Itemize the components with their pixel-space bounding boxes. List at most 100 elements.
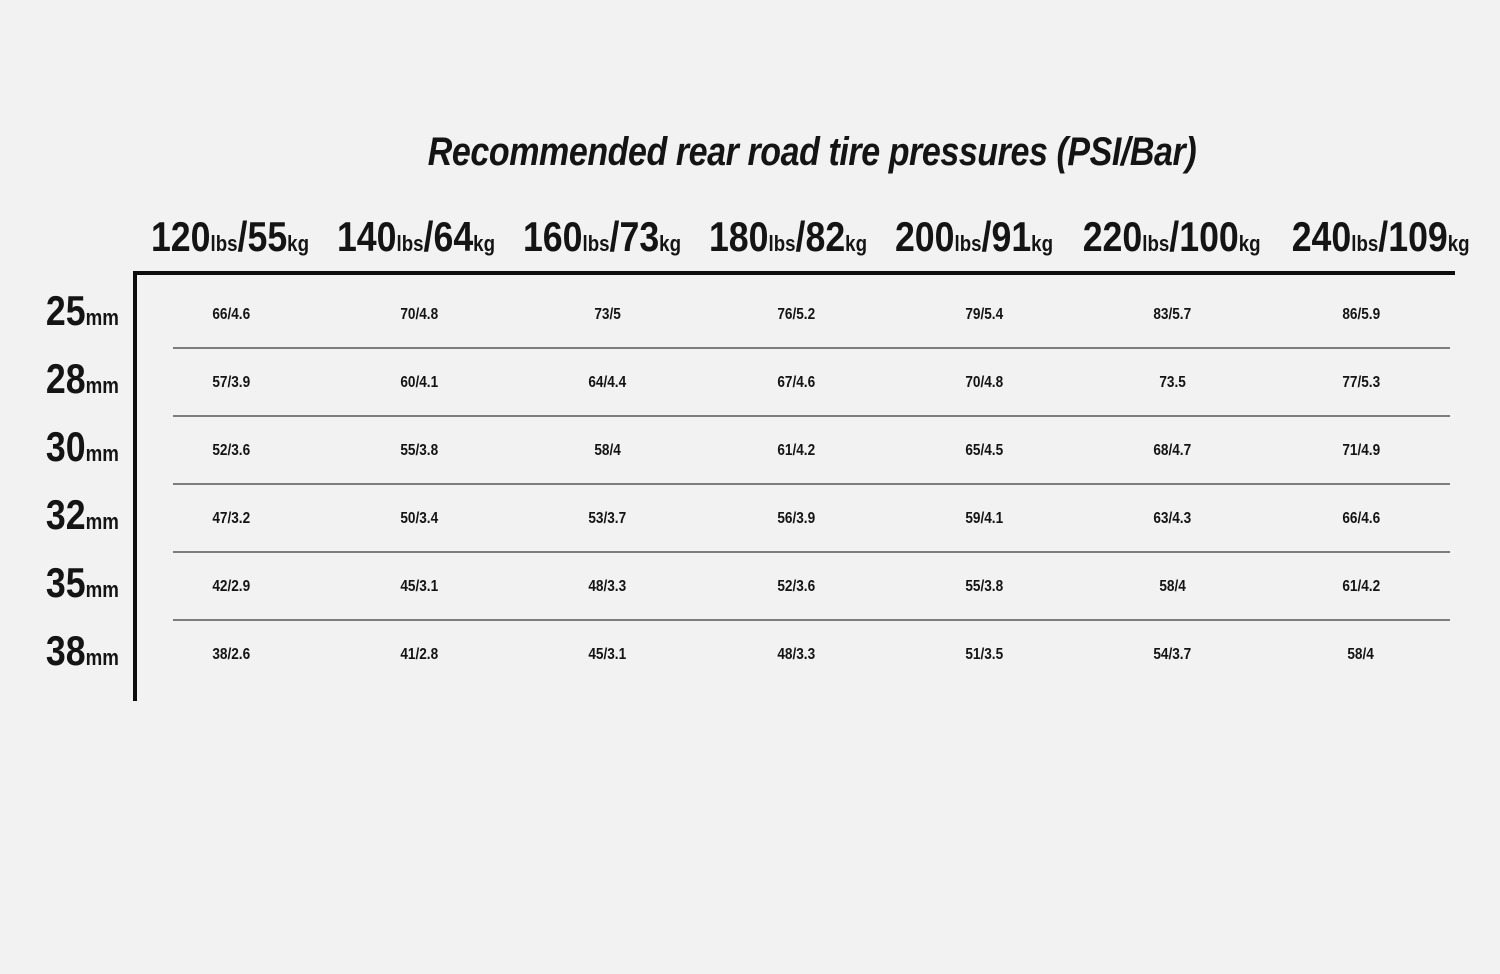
kg-unit-label: kg bbox=[473, 231, 495, 256]
pressure-value: 55/3.8 bbox=[400, 442, 439, 459]
pressure-cell: 68/4.7 bbox=[1078, 417, 1266, 485]
pressure-value: 68/4.7 bbox=[1153, 442, 1192, 459]
pressure-value: 77/5.3 bbox=[1341, 374, 1380, 391]
row-header-text: 25mm bbox=[46, 287, 119, 335]
pressure-cell: 55/3.8 bbox=[890, 553, 1078, 621]
pressure-value: 70/4.8 bbox=[400, 306, 439, 323]
column-header-120lbs: 120lbs/55kg bbox=[137, 213, 323, 271]
column-header-text: 160lbs/73kg bbox=[523, 213, 681, 261]
column-header-240lbs: 240lbs/109kg bbox=[1276, 213, 1485, 271]
pressure-value: 38/2.6 bbox=[212, 646, 251, 663]
page-title: Recommended rear road tire pressures (PS… bbox=[0, 130, 1500, 175]
weight-lbs-value: 120 bbox=[150, 213, 211, 260]
tire-width-value: 30 bbox=[46, 423, 86, 470]
kg-unit-label: kg bbox=[287, 231, 310, 256]
pressure-cell: 73.5 bbox=[1078, 349, 1266, 417]
tire-width-value: 35 bbox=[46, 559, 86, 606]
pressure-value: 48/3.3 bbox=[777, 646, 815, 663]
table-row-30mm: 52/3.6 55/3.8 58/4 61/4.2 65/4.5 68/4.7 71/4.9 bbox=[137, 417, 1455, 485]
pressure-value: 67/4.6 bbox=[777, 374, 815, 391]
pressure-cell: 38/2.6 bbox=[137, 621, 325, 689]
pressure-cell: 66/4.6 bbox=[1267, 485, 1455, 553]
pressure-cell: 67/4.6 bbox=[702, 349, 890, 417]
pressure-cell: 52/3.6 bbox=[137, 417, 325, 485]
pressure-cell: 48/3.3 bbox=[702, 621, 890, 689]
column-header-200lbs: 200lbs/91kg bbox=[881, 213, 1067, 271]
pressure-value: 52/3.6 bbox=[777, 578, 815, 595]
column-header-220lbs: 220lbs/100kg bbox=[1067, 213, 1276, 271]
pressure-table-body: 66/4.6 70/4.8 73/5 76/5.2 79/5.4 83/5.7 86/5.9… bbox=[133, 271, 1455, 701]
lbs-unit-label: lbs bbox=[582, 231, 610, 256]
pressure-cell: 52/3.6 bbox=[702, 553, 890, 621]
column-header-text: 120lbs/55kg bbox=[151, 213, 309, 261]
page-title-text: Recommended rear road tire pressures (PS… bbox=[427, 130, 1197, 174]
row-header-38mm: 38mm bbox=[0, 617, 133, 685]
pressure-cell: 65/4.5 bbox=[890, 417, 1078, 485]
pressure-value: 48/3.3 bbox=[588, 578, 627, 595]
pressure-value: 64/4.4 bbox=[588, 374, 627, 391]
kg-unit-label: kg bbox=[845, 231, 867, 256]
pressure-cell: 53/3.7 bbox=[514, 485, 702, 553]
tire-width-value: 32 bbox=[46, 491, 86, 538]
pressure-value: 63/4.3 bbox=[1153, 510, 1192, 527]
pressure-cell: 73/5 bbox=[514, 281, 702, 349]
table-row-28mm: 57/3.9 60/4.1 64/4.4 67/4.6 70/4.8 73.5 77/5.3 bbox=[137, 349, 1455, 417]
pressure-cell: 61/4.2 bbox=[1267, 553, 1455, 621]
column-header-text: 240lbs/109kg bbox=[1292, 213, 1470, 261]
pressure-value: 41/2.8 bbox=[400, 646, 439, 663]
pressure-value: 45/3.1 bbox=[588, 646, 627, 663]
weight-lbs-value: 200 bbox=[894, 213, 955, 260]
pressure-value: 73.5 bbox=[1159, 374, 1186, 391]
pressure-value: 52/3.6 bbox=[212, 442, 251, 459]
row-header-25mm: 25mm bbox=[0, 277, 133, 345]
column-header-text: 220lbs/100kg bbox=[1082, 213, 1260, 261]
lbs-unit-label: lbs bbox=[1351, 231, 1379, 256]
row-header-35mm: 35mm bbox=[0, 549, 133, 617]
pressure-cell: 59/4.1 bbox=[890, 485, 1078, 553]
pressure-cell: 45/3.1 bbox=[325, 553, 513, 621]
row-header-28mm: 28mm bbox=[0, 345, 133, 413]
mm-unit-label: mm bbox=[85, 645, 119, 670]
weight-kg-value: /64 bbox=[423, 213, 474, 260]
pressure-value: 53/3.7 bbox=[588, 510, 627, 527]
pressure-value: 58/4 bbox=[1347, 646, 1375, 663]
weight-kg-value: /82 bbox=[795, 213, 846, 260]
weight-lbs-value: 220 bbox=[1082, 213, 1143, 260]
pressure-value: 79/5.4 bbox=[965, 306, 1004, 323]
pressure-cell: 48/3.3 bbox=[514, 553, 702, 621]
kg-unit-label: kg bbox=[659, 231, 681, 256]
pressure-cell: 50/3.4 bbox=[325, 485, 513, 553]
tire-width-value: 25 bbox=[46, 287, 86, 334]
mm-unit-label: mm bbox=[85, 373, 119, 398]
column-header-text: 140lbs/64kg bbox=[337, 213, 495, 261]
mm-unit-label: mm bbox=[85, 509, 119, 534]
pressure-cell: 42/2.9 bbox=[137, 553, 325, 621]
pressure-cell: 56/3.9 bbox=[702, 485, 890, 553]
pressure-cell: 41/2.8 bbox=[325, 621, 513, 689]
pressure-value: 60/4.1 bbox=[400, 374, 439, 391]
pressure-cell: 83/5.7 bbox=[1078, 281, 1266, 349]
pressure-value: 45/3.1 bbox=[400, 578, 439, 595]
pressure-value: 58/4 bbox=[1159, 578, 1186, 595]
pressure-cell: 70/4.8 bbox=[890, 349, 1078, 417]
kg-unit-label: kg bbox=[1238, 231, 1261, 256]
weight-kg-value: /100 bbox=[1169, 213, 1239, 260]
column-header-text: 200lbs/91kg bbox=[895, 213, 1053, 261]
pressure-cell: 66/4.6 bbox=[137, 281, 325, 349]
table-row-32mm: 47/3.2 50/3.4 53/3.7 56/3.9 59/4.1 63/4.3 66/4… bbox=[137, 485, 1455, 553]
pressure-cell: 58/4 bbox=[514, 417, 702, 485]
weight-kg-value: /73 bbox=[609, 213, 660, 260]
pressure-cell: 45/3.1 bbox=[514, 621, 702, 689]
pressure-value: 73/5 bbox=[594, 306, 621, 323]
pressure-value: 59/4.1 bbox=[965, 510, 1004, 527]
pressure-cell: 71/4.9 bbox=[1267, 417, 1455, 485]
lbs-unit-label: lbs bbox=[768, 231, 796, 256]
pressure-value: 71/4.9 bbox=[1341, 442, 1380, 459]
pressure-table: 25mm 28mm 30mm 32mm 35mm 38mm 66/4.6 70/4.8 73/… bbox=[0, 271, 1500, 701]
pressure-value: 66/4.6 bbox=[212, 306, 251, 323]
mm-unit-label: mm bbox=[85, 441, 119, 466]
lbs-unit-label: lbs bbox=[954, 231, 982, 256]
table-row-38mm: 38/2.6 41/2.8 45/3.1 48/3.3 51/3.5 54/3.7 58/4 bbox=[137, 621, 1455, 689]
pressure-value: 57/3.9 bbox=[212, 374, 251, 391]
pressure-value: 51/3.5 bbox=[965, 646, 1004, 663]
